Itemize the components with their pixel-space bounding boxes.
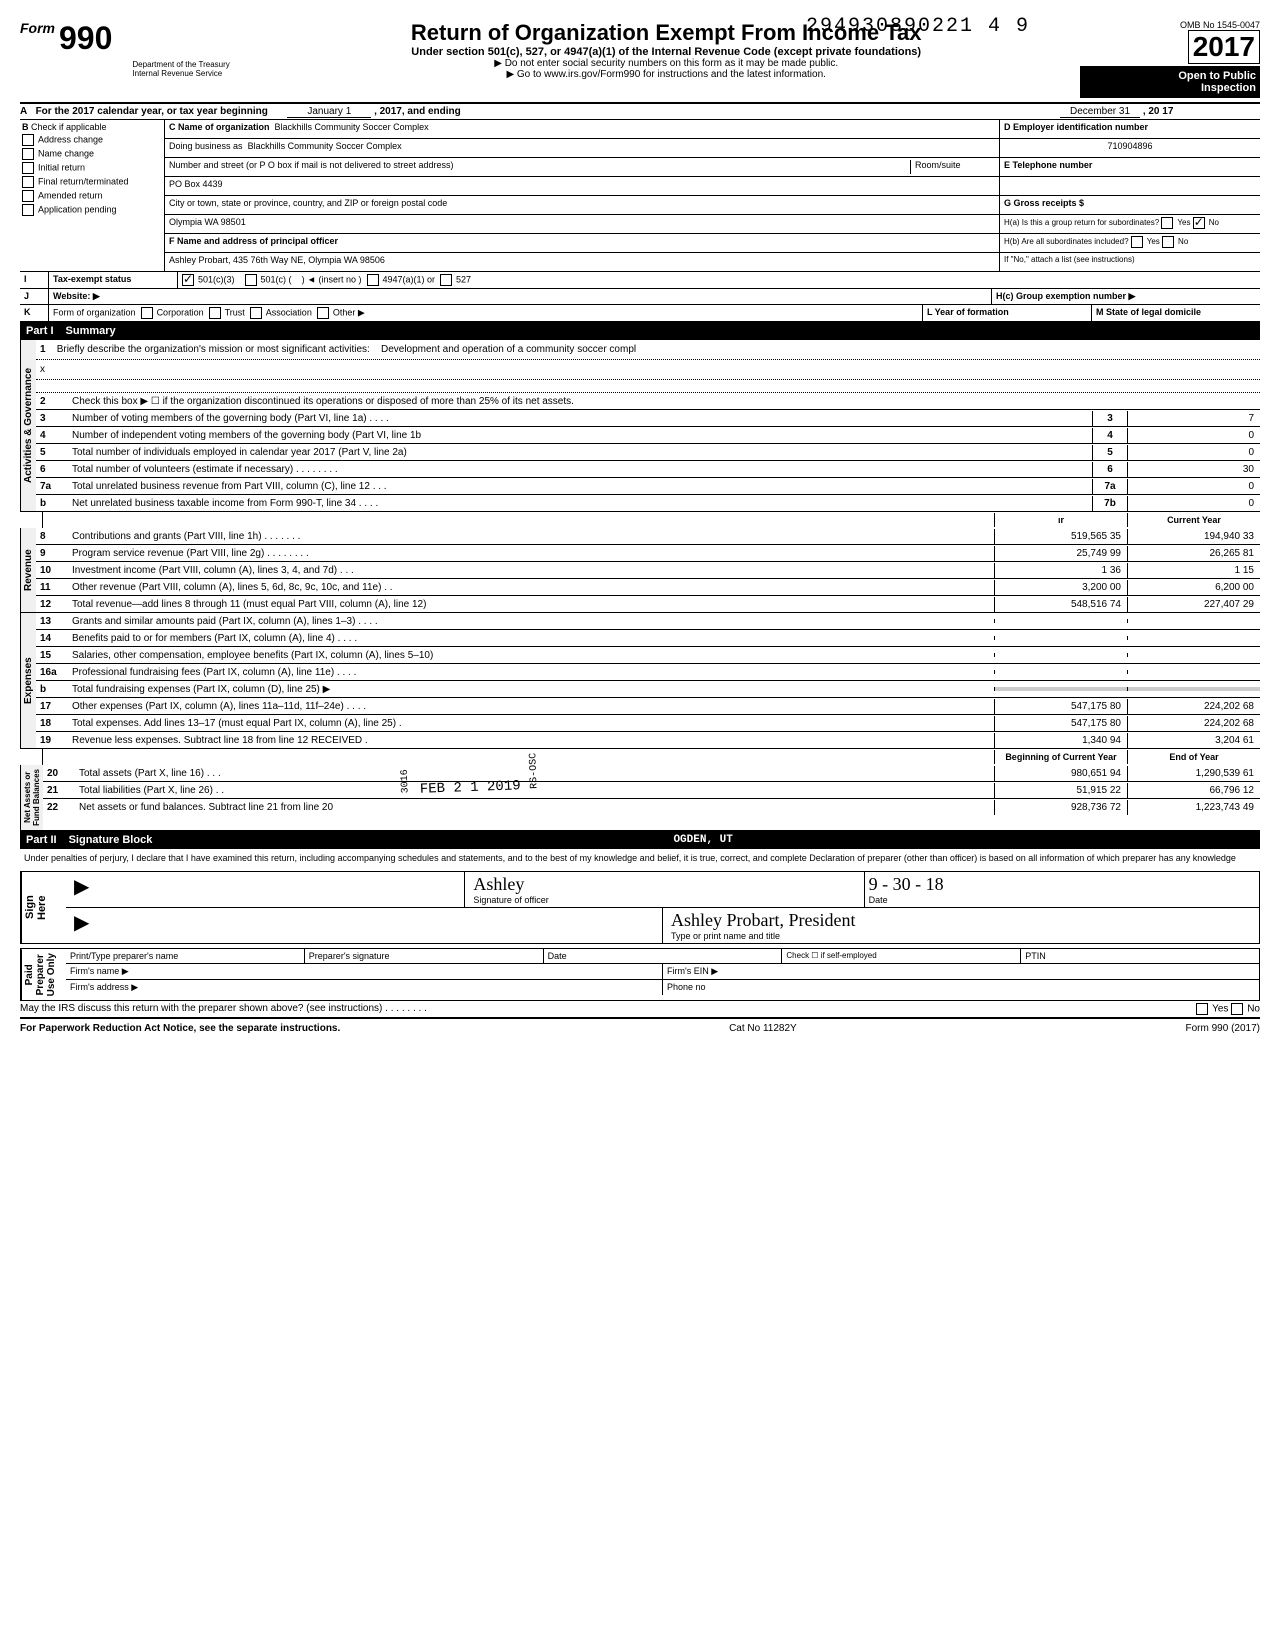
section-b-to-h: B Check if applicable Address changeName… bbox=[20, 120, 1260, 272]
form-prefix: Form bbox=[20, 20, 55, 36]
sign-date: 9 - 30 - 18 bbox=[869, 874, 1255, 895]
summary-row: 5Total number of individuals employed in… bbox=[36, 444, 1260, 461]
expense-row: 14Benefits paid to or for members (Part … bbox=[36, 630, 1260, 647]
penalties-text: Under penalties of perjury, I declare th… bbox=[20, 849, 1260, 867]
expenses-block: Expenses 13Grants and similar amounts pa… bbox=[20, 613, 1260, 749]
revenue-row: 11Other revenue (Part VIII, column (A), … bbox=[36, 579, 1260, 596]
netassets-row: 21Total liabilities (Part X, line 26) . … bbox=[43, 782, 1260, 799]
row-k: K Form of organization Corporation Trust… bbox=[20, 305, 1260, 322]
sign-here-label: Sign Here bbox=[21, 872, 66, 943]
tax-year: 2017 bbox=[1188, 30, 1260, 64]
checkbox-icon[interactable] bbox=[22, 176, 34, 188]
netassets-block: Net Assets or Fund Balances 20Total asse… bbox=[20, 765, 1260, 831]
form-note-1: ▶ Do not enter social security numbers o… bbox=[252, 58, 1080, 69]
revenue-block: Revenue 8Contributions and grants (Part … bbox=[20, 528, 1260, 613]
checkbox-label: Address change bbox=[38, 134, 103, 144]
expense-row: 15Salaries, other compensation, employee… bbox=[36, 647, 1260, 664]
open-public: Open to PublicInspection bbox=[1080, 66, 1260, 98]
omb-block: OMB No 1545-0047 2017 Open to PublicInsp… bbox=[1080, 20, 1260, 98]
revenue-row: 12Total revenue—add lines 8 through 11 (… bbox=[36, 596, 1260, 612]
col-c-f: C Name of organization Blackhills Commun… bbox=[165, 120, 1000, 271]
checkbox-label: Final return/terminated bbox=[38, 176, 129, 186]
netassets-label: Net Assets or Fund Balances bbox=[20, 765, 43, 830]
checkbox-icon[interactable] bbox=[22, 134, 34, 146]
stamp-number: 294930890221 4 9 bbox=[806, 15, 1030, 38]
summary-row: 6Total number of volunteers (estimate if… bbox=[36, 461, 1260, 478]
row-a: A For the 2017 calendar year, or tax yea… bbox=[20, 104, 1260, 120]
summary-row: bNet unrelated business taxable income f… bbox=[36, 495, 1260, 511]
summary-row: 3Number of voting members of the governi… bbox=[36, 410, 1260, 427]
revenue-label: Revenue bbox=[20, 528, 36, 612]
discuss-row: May the IRS discuss this return with the… bbox=[20, 1001, 1260, 1019]
expense-row: bTotal fundraising expenses (Part IX, co… bbox=[36, 681, 1260, 698]
row-i: I Tax-exempt status 501(c)(3) 501(c) ( )… bbox=[20, 272, 1260, 289]
checkbox-icon[interactable] bbox=[22, 162, 34, 174]
footer-mid: Cat No 11282Y bbox=[729, 1023, 797, 1034]
summary-row: 7aTotal unrelated business revenue from … bbox=[36, 478, 1260, 495]
sign-block: Sign Here ▶ Ashley Signature of officer … bbox=[20, 871, 1260, 944]
expense-row: 17Other expenses (Part IX, column (A), l… bbox=[36, 698, 1260, 715]
paid-preparer-label: Paid Preparer Use Only bbox=[21, 949, 66, 1000]
expenses-label: Expenses bbox=[20, 613, 36, 748]
revenue-row: 8Contributions and grants (Part VIII, li… bbox=[36, 528, 1260, 545]
omb-number: OMB No 1545-0047 bbox=[1080, 20, 1260, 30]
checkbox-row[interactable]: Initial return bbox=[22, 162, 162, 174]
part-1-header: Part I Summary bbox=[20, 322, 1260, 340]
checkbox-row[interactable]: Address change bbox=[22, 134, 162, 146]
netassets-col-headers: Beginning of Current Year End of Year bbox=[20, 749, 1260, 765]
checkbox-label: Initial return bbox=[38, 162, 85, 172]
expense-row: 19Revenue less expenses. Subtract line 1… bbox=[36, 732, 1260, 748]
page-footer: For Paperwork Reduction Act Notice, see … bbox=[20, 1023, 1260, 1034]
received-stamp: 3016 FEB 2 1 2019 RS-OSC bbox=[399, 753, 540, 799]
arrow-icon: ▶ bbox=[70, 872, 465, 907]
form-number: 990 bbox=[59, 20, 112, 57]
netassets-row: 20Total assets (Part X, line 16) . . .98… bbox=[43, 765, 1260, 782]
paid-preparer-block: Paid Preparer Use Only Print/Type prepar… bbox=[20, 948, 1260, 1001]
checkbox-icon[interactable] bbox=[22, 204, 34, 216]
checkbox-label: Application pending bbox=[38, 204, 117, 214]
checkbox-row[interactable]: Amended return bbox=[22, 190, 162, 202]
footer-left: For Paperwork Reduction Act Notice, see … bbox=[20, 1023, 340, 1034]
officer-name-title: Ashley Probart, President bbox=[671, 910, 1255, 931]
form-header: Form 990 Department of the Treasury Inte… bbox=[20, 20, 1260, 104]
checkbox-label: Amended return bbox=[38, 190, 103, 200]
expense-row: 13Grants and similar amounts paid (Part … bbox=[36, 613, 1260, 630]
checkbox-icon[interactable] bbox=[22, 148, 34, 160]
col-d-h: D Employer identification number 7109048… bbox=[1000, 120, 1260, 271]
part-2-header: Part II Signature Block OGDEN, UT bbox=[20, 831, 1260, 849]
checkbox-icon[interactable] bbox=[22, 190, 34, 202]
revenue-row: 9Program service revenue (Part VIII, lin… bbox=[36, 545, 1260, 562]
dept-block: Department of the Treasury Internal Reve… bbox=[132, 20, 252, 78]
netassets-row: 22Net assets or fund balances. Subtract … bbox=[43, 799, 1260, 815]
form-subtitle: Under section 501(c), 527, or 4947(a)(1)… bbox=[252, 46, 1080, 58]
checkbox-row[interactable]: Application pending bbox=[22, 204, 162, 216]
checkbox-row[interactable]: Final return/terminated bbox=[22, 176, 162, 188]
form-number-block: Form 990 bbox=[20, 20, 112, 57]
col-b: B Check if applicable Address changeName… bbox=[20, 120, 165, 271]
officer-signature: Ashley bbox=[473, 874, 859, 895]
expense-row: 16aProfessional fundraising fees (Part I… bbox=[36, 664, 1260, 681]
governance-label: Activities & Governance bbox=[20, 340, 36, 511]
checkbox-label: Name change bbox=[38, 148, 94, 158]
revenue-row: 10Investment income (Part VIII, column (… bbox=[36, 562, 1260, 579]
form-note-2: ▶ Go to www.irs.gov/Form990 for instruct… bbox=[252, 69, 1080, 80]
row-j: J Website: ▶ H(c) Group exemption number… bbox=[20, 289, 1260, 305]
governance-block: Activities & Governance 1 Briefly descri… bbox=[20, 340, 1260, 512]
arrow-icon: ▶ bbox=[70, 908, 663, 943]
footer-right: Form 990 (2017) bbox=[1186, 1023, 1260, 1034]
expense-row: 18Total expenses. Add lines 13–17 (must … bbox=[36, 715, 1260, 732]
col-headers-row: ır Current Year bbox=[20, 512, 1260, 528]
summary-row: 4Number of independent voting members of… bbox=[36, 427, 1260, 444]
checkbox-row[interactable]: Name change bbox=[22, 148, 162, 160]
